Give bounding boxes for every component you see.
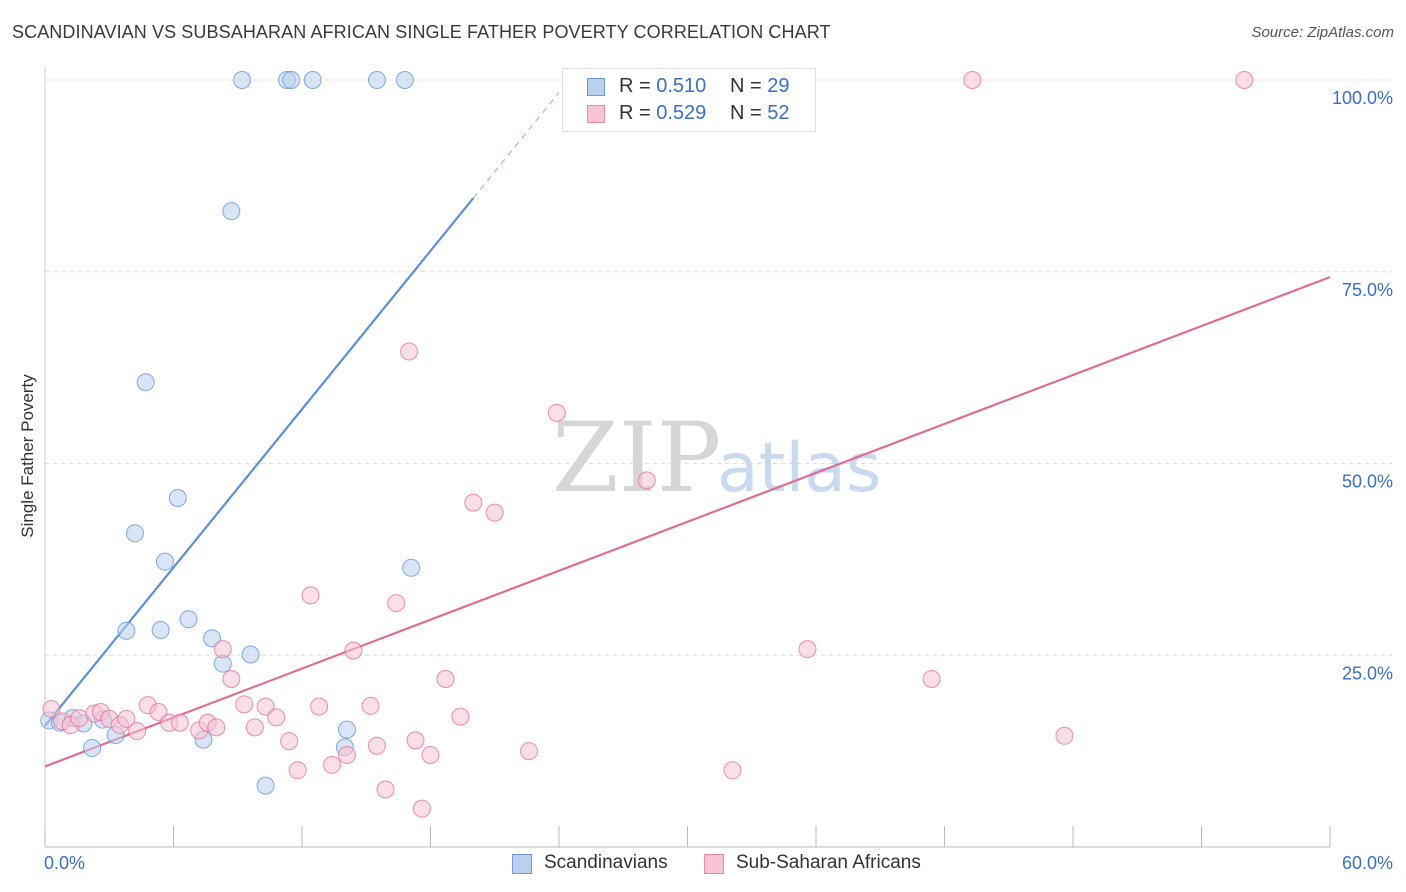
point-scandinavians xyxy=(117,621,136,640)
point-subsaharan xyxy=(213,640,232,659)
y-tick-label-50: 50.0% xyxy=(1342,472,1393,492)
point-scandinavians xyxy=(282,71,301,89)
point-scandinavians xyxy=(303,71,322,89)
point-subsaharan xyxy=(421,745,440,764)
point-subsaharan xyxy=(485,503,504,522)
point-subsaharan xyxy=(344,641,363,660)
point-subsaharan xyxy=(207,718,226,737)
point-subsaharan xyxy=(1235,71,1254,89)
point-scandinavians xyxy=(151,620,170,639)
point-subsaharan xyxy=(1055,726,1074,745)
point-scandinavians xyxy=(256,776,275,795)
point-subsaharan xyxy=(406,731,425,750)
legend-swatch-subsaharan xyxy=(587,105,605,123)
trend-line-scandinavians xyxy=(44,197,475,727)
point-subsaharan xyxy=(376,780,395,799)
series-swatch-subsaharan xyxy=(704,854,724,874)
watermark: ZIP atlas xyxy=(552,402,881,514)
point-subsaharan xyxy=(464,493,483,512)
legend-r-label: R = xyxy=(619,75,651,97)
legend-r-value-subsaharan: 0.529 xyxy=(656,102,707,124)
point-subsaharan xyxy=(387,594,406,613)
point-scandinavians xyxy=(241,645,260,664)
series-label-subsaharan: Sub-Saharan Africans xyxy=(736,852,921,873)
y-axis-label: Single Father Poverty xyxy=(18,374,37,538)
point-scandinavians xyxy=(337,720,356,739)
trend-line-subsaharan xyxy=(44,276,1331,768)
point-subsaharan xyxy=(267,708,286,727)
legend-r-value-scandinavians: 0.510 xyxy=(656,75,707,97)
y-tick-label-25: 25.0% xyxy=(1342,663,1393,683)
series-swatch-scandinavians xyxy=(512,854,532,874)
point-subsaharan xyxy=(245,718,264,737)
point-subsaharan xyxy=(301,586,320,605)
correlation-legend: R = 0.510 N = 29 R = 0.529 N = 52 xyxy=(562,68,816,132)
point-subsaharan xyxy=(128,722,147,741)
point-subsaharan xyxy=(547,403,566,422)
point-subsaharan xyxy=(235,695,254,714)
point-subsaharan xyxy=(400,342,419,361)
grid-lines xyxy=(45,79,1392,656)
tick-labels: 25.0% 50.0% 75.0% 100.0% 0.0% 60.0% xyxy=(44,88,1393,873)
series-label-scandinavians: Scandinavians xyxy=(544,852,668,873)
point-subsaharan xyxy=(963,71,982,89)
chart-title: SCANDINAVIAN VS SUBSAHARAN AFRICAN SINGL… xyxy=(12,22,831,42)
point-scandinavians xyxy=(136,373,155,392)
point-scandinavians xyxy=(155,552,174,571)
point-subsaharan xyxy=(451,707,470,726)
point-scandinavians xyxy=(395,71,414,89)
point-subsaharan xyxy=(310,697,329,716)
point-subsaharan xyxy=(280,732,299,751)
point-scandinavians xyxy=(125,524,144,543)
point-subsaharan xyxy=(170,713,189,732)
watermark-zip: ZIP xyxy=(552,402,721,514)
point-subsaharan xyxy=(436,670,455,689)
watermark-atlas: atlas xyxy=(717,429,881,508)
point-scandinavians xyxy=(179,610,198,629)
trend-lines xyxy=(44,92,1331,768)
point-scandinavians xyxy=(402,558,421,577)
x-tick-label-max: 60.0% xyxy=(1342,853,1393,873)
axes xyxy=(44,66,1331,848)
point-subsaharan xyxy=(412,799,431,818)
point-subsaharan xyxy=(222,670,241,689)
y-tick-label-75: 75.0% xyxy=(1342,280,1393,300)
legend-n-label: N = xyxy=(730,102,762,124)
point-subsaharan xyxy=(337,745,356,764)
point-subsaharan xyxy=(149,703,168,722)
point-scandinavians xyxy=(83,739,102,758)
point-subsaharan xyxy=(361,696,380,715)
point-subsaharan xyxy=(520,742,539,761)
x-tick-label-min: 0.0% xyxy=(44,853,85,873)
point-scandinavians xyxy=(367,71,386,89)
point-subsaharan xyxy=(367,736,386,755)
point-subsaharan xyxy=(256,697,275,716)
legend-n-value-scandinavians: 29 xyxy=(767,75,790,97)
series-legend: Scandinavians Sub-Saharan Africans xyxy=(0,852,1406,878)
point-scandinavians xyxy=(203,629,222,648)
source-label: Source: ZipAtlas.com xyxy=(1251,24,1394,41)
point-scandinavians xyxy=(168,489,187,508)
point-subsaharan xyxy=(117,709,136,728)
legend-n-value-subsaharan: 52 xyxy=(767,102,790,124)
point-subsaharan xyxy=(798,640,817,659)
point-subsaharan xyxy=(42,699,61,718)
y-tick-label-100: 100.0% xyxy=(1332,88,1393,108)
trend-extension-scandinavians xyxy=(472,92,560,199)
point-subsaharan xyxy=(637,471,656,490)
point-scandinavians xyxy=(233,71,252,89)
legend-r-label: R = xyxy=(619,102,651,124)
point-subsaharan xyxy=(322,755,341,774)
point-subsaharan xyxy=(723,761,742,780)
point-scandinavians xyxy=(222,202,241,221)
point-subsaharan xyxy=(922,670,941,689)
legend-swatch-scandinavians xyxy=(587,78,605,96)
legend-n-label: N = xyxy=(730,75,762,97)
point-subsaharan xyxy=(70,709,89,728)
point-subsaharan xyxy=(288,761,307,780)
